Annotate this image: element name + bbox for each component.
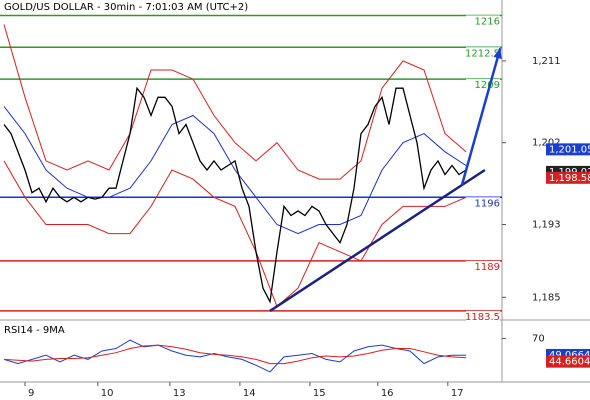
level-label: 1212.5	[465, 48, 500, 59]
x-tick-label: 9	[28, 388, 34, 399]
x-tick-label: 13	[173, 388, 186, 399]
rsi-label-box	[546, 355, 590, 368]
moving-average	[3, 106, 467, 235]
rsi-line	[3, 339, 466, 373]
price-label: 1,198.58	[549, 173, 590, 184]
x-tick-label: 14	[243, 388, 256, 399]
trendline	[269, 168, 486, 312]
level-label: 1196	[475, 198, 500, 209]
rsi-tick-label: 70	[532, 333, 545, 344]
rsi-line	[3, 344, 467, 365]
rsi-label: 44.6604	[549, 357, 590, 368]
arrow-shaft	[460, 47, 502, 186]
x-tick-label: 17	[451, 388, 464, 399]
y-tick-label: 1,193	[532, 220, 561, 231]
x-tick-label: 15	[313, 388, 326, 399]
rsi-title: RSI14 - 9MA	[4, 325, 65, 336]
price-label-box	[546, 143, 590, 156]
upper-band	[3, 24, 467, 180]
x-tick-label: 10	[101, 388, 114, 399]
level-label-bg	[466, 197, 500, 210]
level-label: 1183.5	[465, 312, 500, 323]
arrow-head	[493, 48, 502, 60]
level-label-bg	[466, 15, 500, 28]
level-label: 1189	[475, 262, 500, 273]
chart-title: GOLD/US DOLLAR - 30min - 7:01:03 AM (UTC…	[4, 2, 248, 13]
y-tick-label: 1,202	[532, 138, 561, 149]
level-label-bg	[466, 260, 500, 273]
level-label: 1209	[475, 80, 500, 91]
y-tick-label: 1,185	[532, 292, 561, 303]
x-tick-label: 16	[381, 388, 394, 399]
level-label-bg	[466, 310, 500, 323]
price-line	[3, 86, 467, 304]
price-label: 1,201.05	[549, 144, 590, 155]
price-label-box	[546, 171, 590, 184]
rsi-label: 49.0664	[549, 350, 590, 361]
level-label: 1216	[475, 16, 500, 27]
lower-band	[3, 160, 467, 308]
level-label-bg	[466, 47, 500, 60]
y-tick-label: 1,211	[532, 56, 561, 67]
